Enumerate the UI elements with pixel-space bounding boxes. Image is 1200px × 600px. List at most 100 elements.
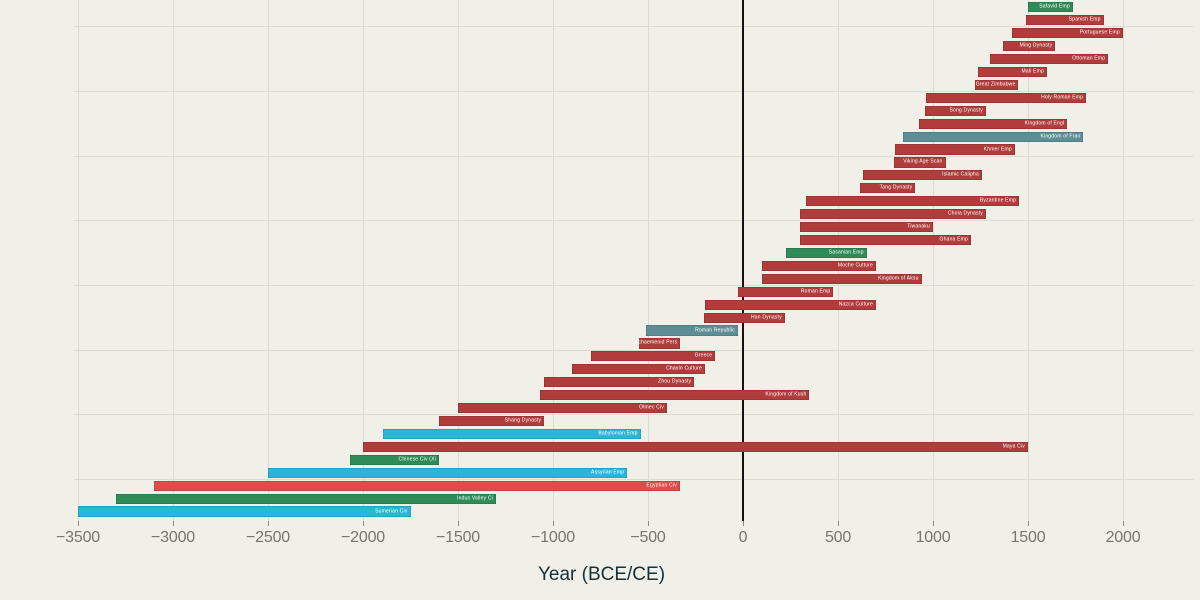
bar-label-song-dynasty: Song Dynasty (949, 107, 983, 114)
x-tick-label: −1000 (531, 529, 575, 546)
x-tick-label: 500 (824, 529, 852, 546)
bar-label-byzantine-emp: Byzantine Emp (979, 197, 1017, 204)
x-tick-mark (838, 521, 839, 526)
timeline-bar-tang-dynasty[interactable]: Tang Dynasty (860, 183, 916, 194)
timeline-bar-indus-valley-ci[interactable]: Indus Valley Ci (116, 493, 496, 504)
timeline-bar-islamic-calipha[interactable]: Islamic Calipha (863, 170, 983, 181)
timeline-bar-chavin-culture[interactable]: Chavin Culture (572, 364, 705, 375)
x-gridline (458, 0, 459, 521)
timeline-bar-shang-dynasty[interactable]: Shang Dynasty (439, 415, 545, 427)
timeline-bar-khmer-emp[interactable]: Khmer Emp (895, 144, 1015, 155)
timeline-bar-ottoman-emp[interactable]: Ottoman Emp (989, 53, 1109, 65)
y-gridline (74, 478, 1193, 480)
bar-label-assyrian-emp: Assyrian Emp (591, 469, 625, 476)
timeline-bar-roman-republic[interactable]: Roman Republic (646, 325, 738, 336)
bar-label-babylonian-emp: Babylonian Emp (598, 430, 638, 437)
x-gridline (648, 0, 649, 521)
timeline-bar-babylonian-emp[interactable]: Babylonian Emp (382, 428, 641, 440)
y-gridline (74, 155, 1193, 157)
timeline-bar-chola-dynasty[interactable]: Chola Dynasty (800, 209, 986, 220)
bar-label-shang-dynasty: Shang Dynasty (504, 417, 542, 424)
bar-label-kingdom-of-engl: Kingdom of Engl (1024, 120, 1065, 127)
timeline-bar-sasanian-emp[interactable]: Sasanian Emp (785, 247, 867, 259)
timeline-bar-nazca-culture[interactable]: Nazca Culture (705, 299, 876, 310)
timeline-bar-byzantine-emp[interactable]: Byzantine Emp (805, 196, 1020, 207)
bar-label-sasanian-emp: Sasanian Emp (828, 249, 864, 256)
bar-label-chinese-civ-xi: Chinese Civ (Xi (398, 456, 436, 463)
bar-label-indus-valley-ci: Indus Valley Ci (457, 495, 493, 502)
bar-label-safavid-emp: Safavid Emp (1039, 3, 1070, 10)
timeline-bar-achaemenid-pers[interactable]: Achaemenid Pers (635, 338, 681, 349)
timeline-bar-zhou-dynasty[interactable]: Zhou Dynasty (544, 377, 695, 388)
timeline-bar-kingdom-of-aksu[interactable]: Kingdom of Aksu (762, 273, 922, 284)
timeline-bar-viking-age-scan[interactable]: Viking Age Scan (893, 157, 946, 168)
timeline-bar-holy-roman-emp[interactable]: Holy Roman Emp (925, 92, 1087, 103)
bar-label-viking-age-scan: Viking Age Scan (903, 158, 943, 165)
timeline-bar-assyrian-emp[interactable]: Assyrian Emp (268, 467, 628, 478)
timeline-bar-han-dynasty[interactable]: Han Dynasty (703, 312, 785, 323)
bar-label-ghana-emp: Ghana Emp (939, 236, 968, 243)
x-gridline (1123, 0, 1124, 521)
x-gridline (553, 0, 554, 521)
timeline-bar-chinese-civ-xi[interactable]: Chinese Civ (Xi (349, 454, 439, 465)
bar-label-spanish-emp: Spanish Emp (1068, 16, 1101, 23)
x-tick-label: −2500 (246, 529, 290, 546)
timeline-bar-spanish-emp[interactable]: Spanish Emp (1026, 15, 1104, 26)
x-tick-mark (458, 521, 459, 526)
x-gridline (363, 0, 364, 521)
timeline-bar-olmec-civ[interactable]: Olmec Civ (458, 403, 667, 414)
bar-label-khmer-emp: Khmer Emp (983, 146, 1012, 153)
timeline-bar-portuguese-emp[interactable]: Portuguese Emp (1011, 28, 1123, 39)
bar-label-kingdom-of-aksu: Kingdom of Aksu (878, 275, 919, 282)
y-gridline (74, 349, 1193, 351)
timeline-bar-kingdom-of-fran[interactable]: Kingdom of Fran (903, 131, 1084, 142)
bar-label-great-zimbabwe: Great Zimbabwe (975, 81, 1016, 88)
x-tick-mark (933, 521, 934, 526)
timeline-bar-egyptian-civ[interactable]: Egyptian Civ (154, 480, 680, 491)
timeline-bar-mali-emp[interactable]: Mali Emp (977, 66, 1047, 78)
bar-label-olmec-civ: Olmec Civ (639, 404, 664, 411)
x-tick-mark (268, 521, 269, 526)
bar-label-achaemenid-pers: Achaemenid Pers (634, 339, 678, 346)
timeline-bar-great-zimbabwe[interactable]: Great Zimbabwe (974, 79, 1019, 90)
timeline-bar-maya-civ[interactable]: Maya Civ (363, 441, 1028, 452)
x-tick-mark (553, 521, 554, 526)
timeline-bar-song-dynasty[interactable]: Song Dynasty (925, 105, 986, 116)
x-gridline (1028, 0, 1029, 521)
x-tick-mark (173, 521, 174, 526)
y-gridline (74, 91, 1193, 92)
bar-label-kingdom-of-kush: Kingdom of Kush (765, 391, 807, 398)
timeline-bar-ghana-emp[interactable]: Ghana Emp (800, 234, 971, 246)
timeline-bar-kingdom-of-kush[interactable]: Kingdom of Kush (539, 390, 810, 401)
bar-label-kingdom-of-fran: Kingdom of Fran (1040, 133, 1081, 140)
x-tick-label: −500 (630, 529, 666, 546)
y-gridline (74, 26, 1193, 28)
bar-label-ming-dynasty: Ming Dynasty (1019, 42, 1053, 49)
bar-label-maya-civ: Maya Civ (1002, 443, 1025, 450)
bar-label-portuguese-emp: Portuguese Emp (1079, 29, 1120, 36)
x-gridline (173, 0, 174, 521)
timeline-bar-ming-dynasty[interactable]: Ming Dynasty (1002, 40, 1056, 52)
timeline-bar-roman-emp[interactable]: Roman Emp (737, 286, 834, 297)
x-tick-label: −3000 (151, 529, 195, 546)
timeline-bar-moche-culture[interactable]: Moche Culture (762, 260, 876, 271)
timeline-bar-kingdom-of-engl[interactable]: Kingdom of Engl (919, 118, 1068, 129)
bar-label-roman-emp: Roman Emp (800, 288, 831, 295)
timeline-bar-sumerian-civ[interactable]: Sumerian Civ (78, 506, 411, 517)
timeline-bar-safavid-emp[interactable]: Safavid Emp (1028, 2, 1073, 13)
bar-label-nazca-culture: Nazca Culture (838, 301, 873, 308)
x-tick-mark (1028, 521, 1029, 526)
x-gridline (78, 0, 79, 521)
x-tick-mark (648, 521, 649, 526)
plot-area: −3500 −3000 −2500 −2000 −1500 −1000 −500 0 500 10… (56, 0, 1193, 546)
x-gridline (268, 0, 269, 521)
bar-label-ottoman-emp: Ottoman Emp (1072, 55, 1106, 62)
bar-label-han-dynasty: Han Dynasty (750, 314, 782, 321)
timeline-bar-tiwanaku[interactable]: Tiwanaku (800, 222, 933, 233)
x-tick-label: −2000 (341, 529, 385, 546)
x-gridline (933, 0, 934, 521)
y-gridline (74, 220, 1193, 222)
timeline-bar-greece[interactable]: Greece (591, 351, 716, 362)
bar-label-holy-roman-emp: Holy Roman Emp (1041, 94, 1084, 101)
